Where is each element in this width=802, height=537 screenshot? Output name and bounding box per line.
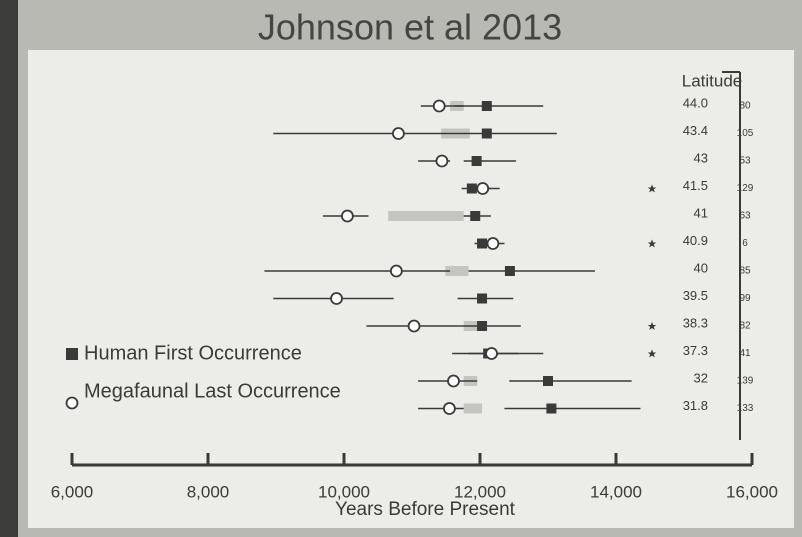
x-tick-label: 10,000 [318,482,370,501]
x-tick-label: 14,000 [590,482,642,501]
count-label: 139 [737,376,754,387]
count-label: 63 [739,211,751,222]
latitude-label: 37.3 [683,343,708,358]
count-label: 133 [737,403,754,414]
star [647,349,657,358]
human-marker [477,238,488,249]
human-marker [481,101,492,111]
latitude-label: 39.5 [683,288,708,303]
latitude-label: 44.0 [683,95,708,110]
legend-circle [65,396,79,410]
mega-marker [476,182,490,195]
human-marker [481,128,492,139]
mega-marker [391,127,405,140]
mega-marker [340,209,354,223]
latitude-label: 41 [694,205,708,220]
mega-marker [485,347,498,360]
x-tick-label: 16,000 [726,482,778,501]
human-marker [546,403,557,414]
mega-marker [407,319,421,333]
legend-square [66,348,78,360]
latitude-label: 43 [694,150,708,165]
human-marker [477,321,488,331]
count-label: 53 [739,156,751,167]
latitude-label: 41.5 [683,178,708,193]
latitude-label: 40.9 [683,233,708,248]
count-label: 105 [737,128,754,139]
chart-title: Johnson et al 2013 [258,7,562,48]
mega-marker [435,154,449,168]
latitude-label: 43.4 [683,123,708,138]
x-tick-label: 8,000 [187,482,230,501]
mega-marker [432,99,446,113]
x-tick-label: 6,000 [51,482,94,501]
latitude-header: Latitude [682,71,743,90]
latitude-label: 32 [694,370,708,385]
count-label: 41 [739,348,751,359]
gray-range [388,211,464,221]
x-tick-label: 12,000 [454,482,506,501]
star [647,239,657,248]
mega-marker [330,292,343,305]
legend-label: Human First Occurrence [84,342,302,364]
x-axis-label: Years Before Present [335,499,516,520]
count-label: 85 [739,266,751,277]
mega-marker [389,264,403,278]
latitude-label: 31.8 [683,398,708,413]
mega-marker [447,374,460,388]
plot-panel [28,50,794,528]
mega-marker [486,237,500,250]
human-marker [477,293,488,304]
legend-label: Megafaunal Last Occurrence [84,380,341,402]
count-label: 80 [739,101,751,112]
star [647,184,657,193]
latitude-label: 38.3 [683,315,708,330]
count-label: 82 [739,321,751,332]
latitude-label: 40 [694,260,708,275]
count-label: 6 [742,238,748,249]
human-marker [466,183,477,194]
gray-range [445,266,469,276]
count-label: 99 [739,293,751,304]
mega-marker [442,402,456,415]
count-label: 129 [737,183,754,194]
gray-range [463,403,483,414]
human-marker [504,266,515,276]
star [647,322,657,330]
human-marker [543,376,553,386]
human-marker [471,156,482,166]
human-marker [470,211,481,221]
